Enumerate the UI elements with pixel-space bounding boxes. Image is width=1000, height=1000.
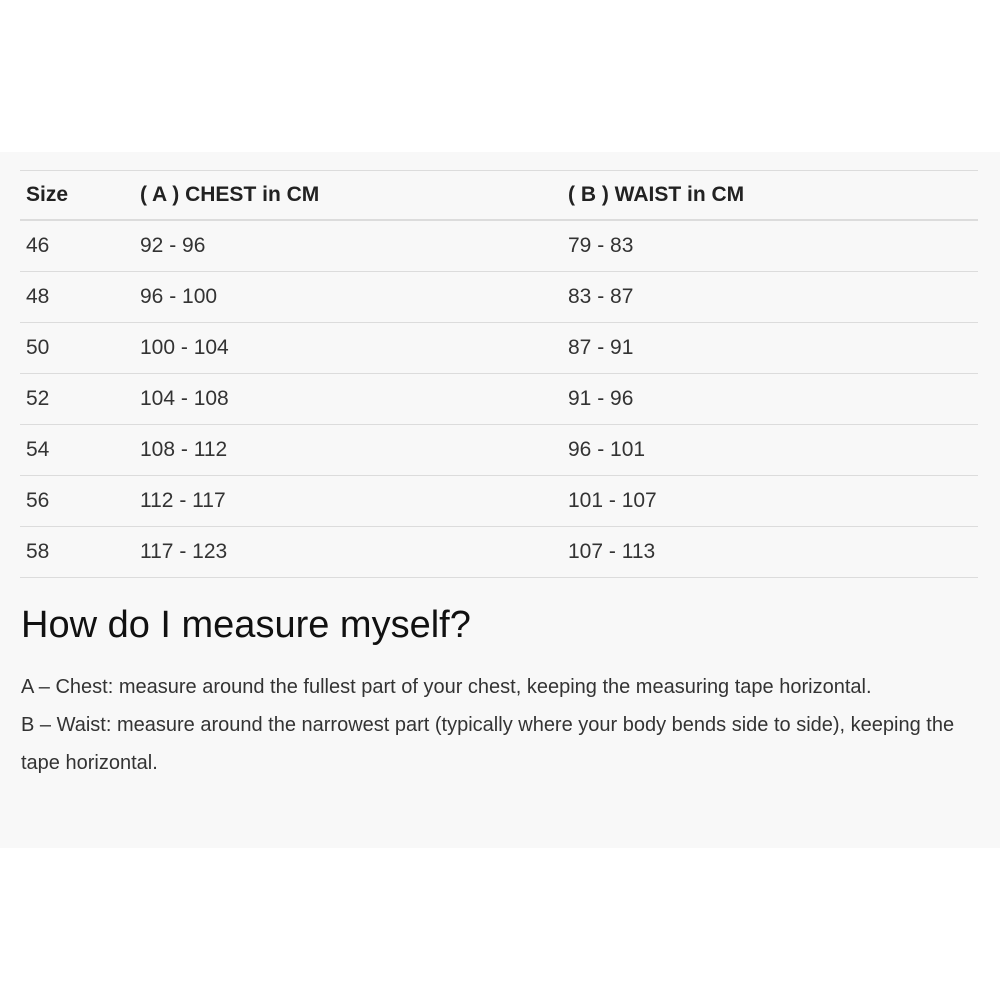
cell-waist: 83 - 87 <box>562 271 978 323</box>
size-guide-panel: Size ( A ) CHEST in CM ( B ) WAIST in CM… <box>0 152 1000 848</box>
cell-chest: 92 - 96 <box>134 219 562 272</box>
table-row: 58 117 - 123 107 - 113 <box>20 526 978 578</box>
cell-chest: 112 - 117 <box>134 475 562 527</box>
cell-size: 56 <box>20 475 134 527</box>
cell-chest: 96 - 100 <box>134 271 562 323</box>
table-row: 56 112 - 117 101 - 107 <box>20 475 978 527</box>
header-waist: ( B ) WAIST in CM <box>562 170 978 221</box>
measurement-instructions: A – Chest: measure around the fullest pa… <box>21 668 971 782</box>
cell-chest: 104 - 108 <box>134 373 562 425</box>
cell-size: 50 <box>20 322 134 374</box>
cell-waist: 79 - 83 <box>562 219 978 272</box>
cell-chest: 117 - 123 <box>134 526 562 578</box>
waist-instruction: B – Waist: measure around the narrowest … <box>21 714 955 774</box>
table-row: 54 108 - 112 96 - 101 <box>20 424 978 476</box>
size-chart-table: Size ( A ) CHEST in CM ( B ) WAIST in CM… <box>20 170 978 578</box>
cell-waist: 101 - 107 <box>562 475 978 527</box>
page-heading: How do I measure myself? <box>21 604 471 646</box>
cell-waist: 87 - 91 <box>562 322 978 374</box>
header-chest: ( A ) CHEST in CM <box>134 170 562 221</box>
cell-waist: 107 - 113 <box>562 526 978 578</box>
cell-waist: 96 - 101 <box>562 424 978 476</box>
cell-size: 46 <box>20 219 134 272</box>
cell-size: 54 <box>20 424 134 476</box>
cell-size: 58 <box>20 526 134 578</box>
chest-instruction: A – Chest: measure around the fullest pa… <box>21 676 872 698</box>
table-header-row: Size ( A ) CHEST in CM ( B ) WAIST in CM <box>20 170 978 221</box>
cell-chest: 108 - 112 <box>134 424 562 476</box>
table-row: 48 96 - 100 83 - 87 <box>20 271 978 323</box>
cell-size: 48 <box>20 271 134 323</box>
table-row: 50 100 - 104 87 - 91 <box>20 322 978 374</box>
header-size: Size <box>20 170 134 221</box>
cell-size: 52 <box>20 373 134 425</box>
table-row: 46 92 - 96 79 - 83 <box>20 219 978 272</box>
table-row: 52 104 - 108 91 - 96 <box>20 373 978 425</box>
cell-waist: 91 - 96 <box>562 373 978 425</box>
cell-chest: 100 - 104 <box>134 322 562 374</box>
